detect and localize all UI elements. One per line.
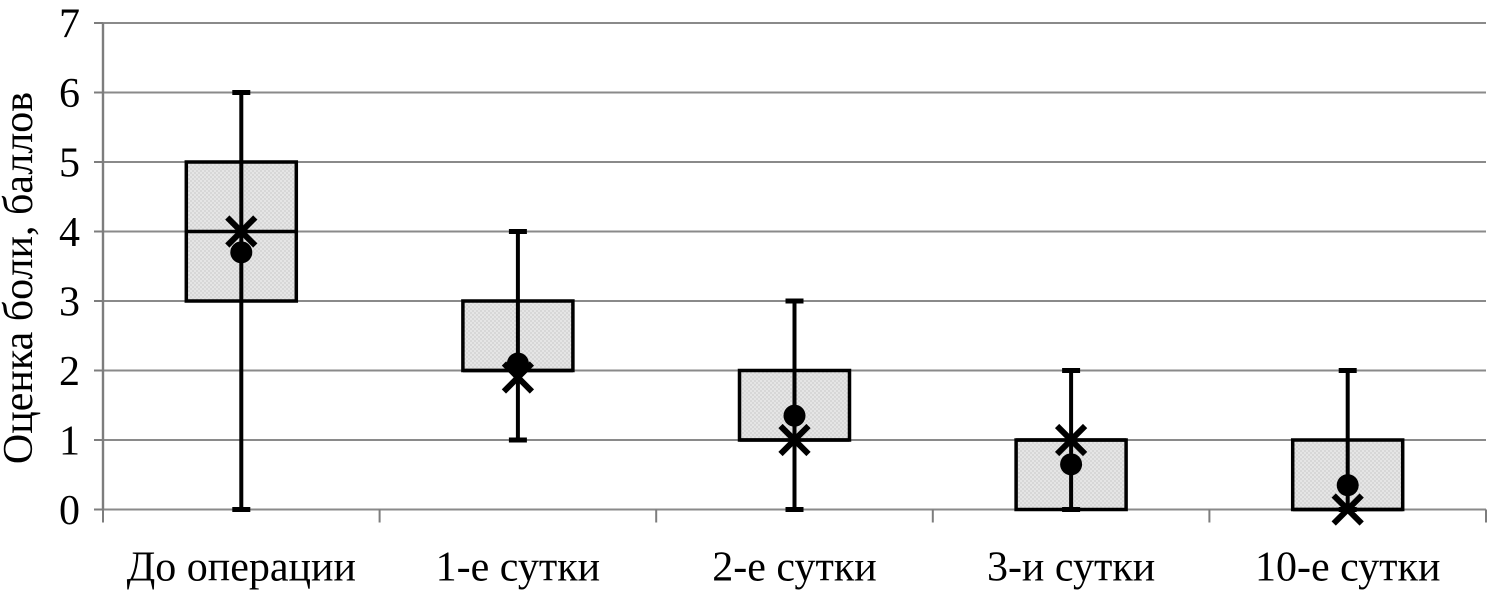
y-axis-tick-label-5: 5 — [59, 141, 80, 187]
y-axis-tick-label-1: 1 — [59, 419, 80, 465]
mean-dot-marker-4 — [1336, 474, 1359, 497]
x-axis-label-2: 2-е сутки — [712, 545, 876, 591]
y-axis-tick-label-0: 0 — [59, 488, 80, 534]
x-axis-label-4: 10-е сутки — [1255, 545, 1440, 591]
x-axis-label-3: 3-и сутки — [987, 545, 1155, 591]
y-axis-tick-label-3: 3 — [59, 280, 80, 326]
median-x-marker-3 — [1054, 423, 1088, 457]
y-axis-tick-label-7: 7 — [59, 2, 80, 48]
median-x-marker-0 — [225, 215, 258, 248]
mean-dot-marker-2 — [783, 404, 806, 427]
x-axis-label-0: До операции — [127, 545, 356, 591]
median-x-marker-2 — [778, 423, 811, 457]
mean-dot-marker-3 — [1060, 453, 1083, 476]
mean-dot-marker-0 — [230, 241, 253, 264]
mean-dot-marker-1 — [506, 352, 529, 375]
y-axis-tick-label-6: 6 — [59, 71, 80, 117]
x-axis-label-1: 1-е сутки — [436, 545, 600, 591]
median-x-marker-4 — [1331, 493, 1364, 526]
y-axis-tick-label-2: 2 — [59, 349, 80, 395]
y-axis-tick-label-4: 4 — [59, 210, 80, 256]
y-axis-title: Оценка боли, баллов — [0, 92, 42, 464]
